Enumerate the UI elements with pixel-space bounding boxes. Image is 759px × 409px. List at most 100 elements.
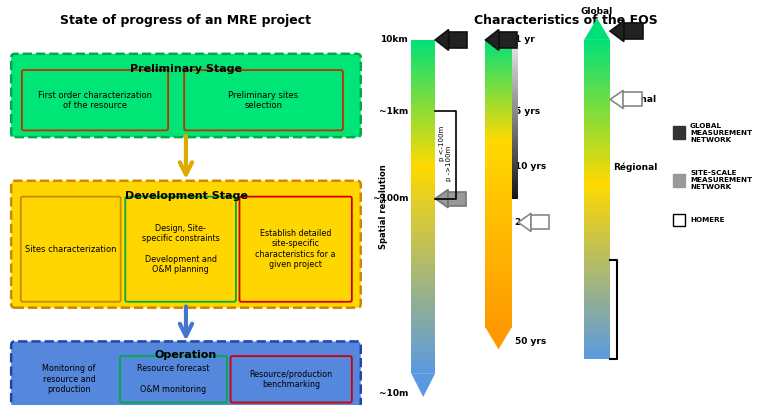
Bar (411, 292, 436, 293)
Bar (584, 230, 610, 231)
FancyBboxPatch shape (11, 181, 361, 308)
Bar (411, 267, 436, 268)
Text: HOMERE: HOMERE (690, 217, 725, 223)
Bar (486, 326, 512, 328)
Bar (584, 104, 610, 106)
Bar (411, 363, 436, 365)
Bar (512, 63, 518, 64)
Bar (411, 337, 436, 338)
Bar (512, 168, 518, 169)
Bar (512, 91, 518, 92)
Bar (512, 104, 518, 105)
Bar (512, 134, 518, 135)
Bar (411, 72, 436, 73)
Bar (512, 190, 518, 191)
Bar (486, 185, 512, 187)
Bar (411, 152, 436, 153)
Polygon shape (411, 373, 436, 397)
Bar (512, 78, 518, 79)
Bar (486, 225, 512, 227)
Bar (486, 300, 512, 302)
Bar (411, 258, 436, 260)
Bar (584, 286, 610, 288)
Text: ~10m: ~10m (379, 389, 408, 398)
Bar (512, 89, 518, 90)
Bar (486, 79, 512, 80)
Bar (512, 176, 518, 177)
Bar (411, 285, 436, 287)
Bar (512, 145, 518, 146)
Bar (486, 308, 512, 309)
Bar (584, 220, 610, 222)
Bar (584, 212, 610, 214)
Bar (411, 166, 436, 168)
Bar (584, 346, 610, 348)
Bar (411, 70, 436, 72)
Bar (512, 56, 518, 57)
Bar (411, 260, 436, 261)
Bar (411, 245, 436, 247)
Bar (486, 253, 512, 254)
Bar (411, 333, 436, 335)
Bar (512, 130, 518, 131)
Bar (411, 98, 436, 100)
Bar (411, 188, 436, 190)
Bar (499, 32, 517, 48)
Bar (584, 133, 610, 134)
Bar (486, 228, 512, 230)
Bar (584, 258, 610, 260)
Bar (411, 238, 436, 240)
Bar (411, 155, 436, 157)
Text: GLOBAL
MEASUREMENT
NETWORK: GLOBAL MEASUREMENT NETWORK (690, 123, 752, 143)
Bar (584, 112, 610, 113)
Bar (512, 52, 518, 53)
Bar (486, 103, 512, 105)
Bar (584, 208, 610, 209)
Bar (584, 216, 610, 217)
Bar (673, 174, 685, 187)
Text: Resource/production
benchmarking: Resource/production benchmarking (250, 370, 332, 389)
Bar (486, 208, 512, 210)
Bar (512, 178, 518, 179)
Bar (512, 183, 518, 184)
Bar (486, 136, 512, 138)
Polygon shape (436, 189, 448, 208)
Bar (486, 153, 512, 155)
Bar (486, 216, 512, 217)
Bar (512, 138, 518, 139)
Bar (411, 47, 436, 48)
Bar (411, 146, 436, 148)
Bar (584, 173, 610, 174)
Bar (411, 53, 436, 55)
Bar (584, 321, 610, 323)
Bar (486, 49, 512, 50)
Bar (584, 300, 610, 302)
Bar (486, 309, 512, 310)
Bar (411, 253, 436, 255)
Bar (411, 348, 436, 350)
Bar (486, 88, 512, 89)
Bar (512, 156, 518, 157)
FancyBboxPatch shape (231, 356, 352, 402)
Bar (584, 308, 610, 310)
Bar (512, 158, 518, 159)
Text: Preliminary Stage: Preliminary Stage (130, 64, 242, 74)
Bar (512, 122, 518, 123)
Bar (512, 159, 518, 160)
Bar (486, 90, 512, 92)
Bar (584, 348, 610, 350)
Bar (512, 55, 518, 56)
Bar (486, 41, 512, 43)
Bar (448, 192, 466, 206)
Bar (486, 116, 512, 117)
Bar (584, 62, 610, 64)
Bar (512, 129, 518, 130)
Bar (486, 125, 512, 126)
Bar (411, 345, 436, 346)
Bar (411, 55, 436, 56)
Bar (584, 267, 610, 268)
Bar (584, 254, 610, 256)
Bar (512, 50, 518, 51)
Bar (584, 240, 610, 241)
Bar (486, 217, 512, 218)
